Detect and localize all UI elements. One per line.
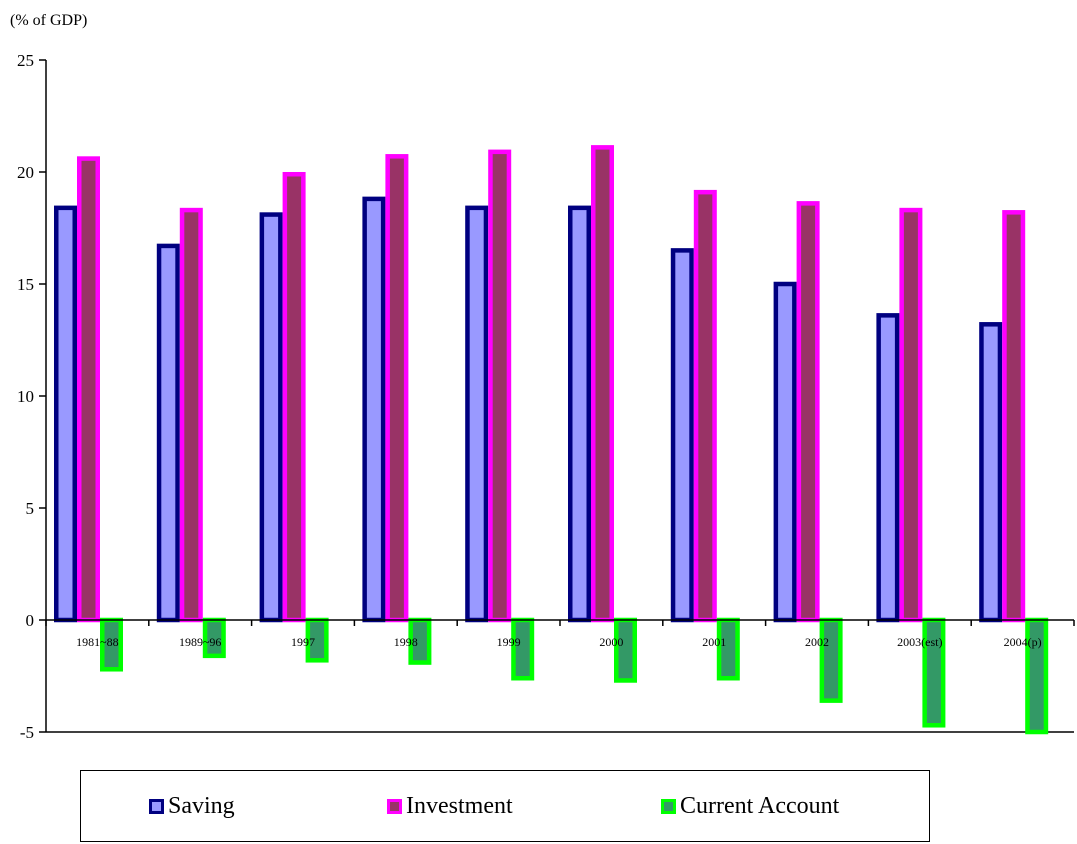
y-tick-label: 10 — [17, 387, 34, 406]
legend-label-investment: Investment — [406, 793, 513, 819]
bar-current-account — [716, 617, 740, 681]
bar-saving — [670, 248, 694, 623]
bar-saving — [465, 205, 489, 623]
y-tick-label: 25 — [17, 51, 34, 70]
bar-current-account — [511, 617, 535, 681]
x-tick-label: 1981~88 — [76, 635, 119, 649]
bar-investment — [488, 149, 512, 623]
x-tick-label: 2000 — [599, 635, 623, 649]
legend-item-investment: Investment — [387, 793, 513, 820]
legend-swatch-investment — [387, 799, 402, 814]
bar-saving — [979, 322, 1003, 623]
bar-saving — [259, 212, 283, 623]
legend-label-current-account: Current Account — [680, 793, 840, 819]
y-tick-label: -5 — [20, 723, 34, 742]
x-tick-label: 2004(p) — [1004, 635, 1042, 649]
legend-swatch-saving — [149, 799, 164, 814]
y-tick-label: 0 — [26, 611, 35, 630]
x-tick-label: 2003(est) — [897, 635, 942, 649]
chart-legend: Saving Investment Current Account — [80, 770, 930, 842]
x-tick-label: 1998 — [394, 635, 418, 649]
bar-saving — [362, 196, 386, 623]
bar-investment — [77, 156, 100, 623]
bar-investment — [899, 207, 923, 623]
legend-item-current-account: Current Account — [661, 793, 839, 820]
bar-investment — [796, 201, 820, 623]
legend-swatch-current-account — [661, 799, 676, 814]
bar-chart: 25 20 15 10 5 0 -5 1981~88 1989~96 1997 1998 1999 20… — [17, 51, 1075, 742]
bar-current-account — [614, 617, 637, 683]
legend-label-saving: Saving — [168, 793, 235, 819]
legend-item-saving: Saving — [149, 793, 235, 820]
bar-investment — [591, 145, 614, 623]
y-axis-unit-label: (% of GDP) — [10, 12, 88, 29]
bar-investment — [179, 207, 203, 623]
bar-saving — [54, 205, 77, 623]
bar-saving — [876, 313, 900, 623]
bar-saving — [156, 243, 180, 623]
bar-saving — [568, 205, 591, 623]
x-tick-label: 1997 — [291, 635, 315, 649]
bar-investment — [282, 171, 306, 623]
x-tick-label: 2002 — [805, 635, 829, 649]
bar-investment — [693, 189, 717, 623]
y-tick-label: 20 — [17, 163, 34, 182]
x-tick-label: 1999 — [497, 635, 521, 649]
y-tick-label: 15 — [17, 275, 34, 294]
x-tick-label: 1989~96 — [179, 635, 222, 649]
bar-saving — [773, 281, 797, 623]
bar-investment — [385, 154, 409, 623]
bar-investment — [1002, 210, 1026, 623]
bar-current-account — [819, 617, 843, 703]
y-tick-label: 5 — [26, 499, 35, 518]
x-tick-label: 2001 — [702, 635, 726, 649]
